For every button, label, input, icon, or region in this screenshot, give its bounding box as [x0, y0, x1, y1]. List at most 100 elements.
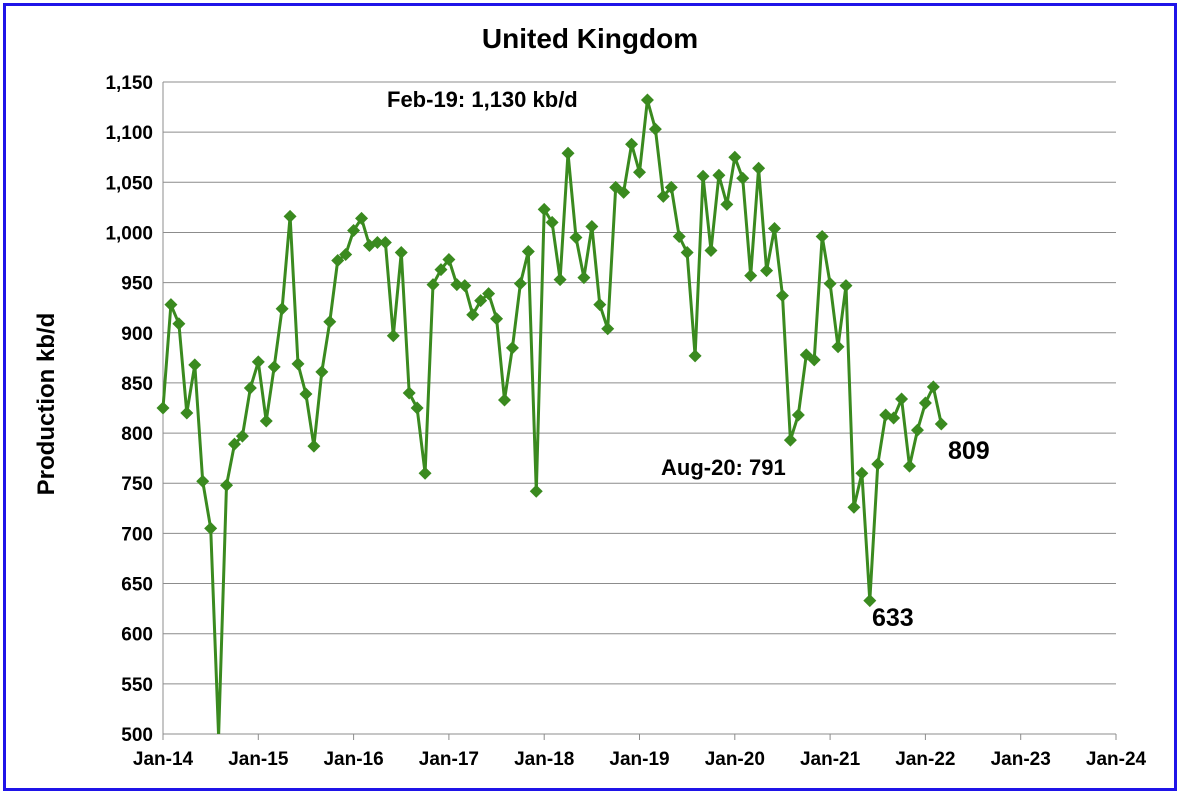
data-point — [275, 302, 289, 316]
grid-lines — [163, 81, 1116, 685]
data-point — [378, 235, 392, 249]
y-tick-label: 1,000 — [105, 223, 153, 244]
data-point — [831, 340, 845, 354]
data-point — [204, 521, 218, 535]
data-point — [323, 315, 337, 329]
data-point — [744, 269, 758, 283]
data-point — [537, 202, 551, 216]
data-point — [910, 423, 924, 437]
x-tick-label: Jan-21 — [800, 749, 861, 770]
y-tick-label: 550 — [121, 675, 153, 696]
data-point — [871, 457, 885, 471]
series-line — [161, 98, 943, 734]
data-point — [497, 393, 511, 407]
data-point — [569, 230, 583, 244]
data-point — [585, 219, 599, 233]
data-point — [728, 150, 742, 164]
data-point — [331, 254, 345, 268]
data-point — [768, 221, 782, 235]
y-tick-label: 500 — [121, 725, 153, 746]
x-tick-label: Jan-16 — [323, 749, 383, 770]
data-point — [736, 171, 750, 185]
x-tick-label: Jan-22 — [895, 749, 955, 770]
data-point — [243, 381, 257, 395]
data-point — [696, 169, 710, 183]
x-tick-label: Jan-17 — [419, 749, 479, 770]
x-tick-label: Jan-23 — [991, 749, 1051, 770]
data-point — [839, 279, 853, 293]
data-point — [315, 365, 329, 379]
data-point — [545, 215, 559, 229]
data-point — [895, 392, 909, 406]
data-point — [490, 312, 504, 326]
data-point — [386, 329, 400, 343]
data-point — [640, 93, 654, 107]
data-point — [180, 406, 194, 420]
data-point — [164, 298, 178, 312]
y-tick-label: 750 — [121, 474, 153, 495]
data-point — [235, 429, 249, 443]
y-tick-label: 600 — [121, 625, 153, 646]
axes: 500 550 600 650 700 750 800 850 900 950 1,000 1,050… — [105, 73, 1146, 770]
data-point — [196, 474, 210, 488]
data-point — [855, 466, 869, 480]
data-point — [291, 357, 305, 371]
data-point — [355, 211, 369, 225]
data-point — [934, 417, 948, 431]
data-point — [704, 244, 718, 258]
data-point — [267, 360, 281, 374]
data-point — [783, 433, 797, 447]
y-tick-label: 900 — [121, 324, 153, 345]
data-point — [529, 484, 543, 498]
annotation-latest: 809 — [948, 437, 990, 465]
y-tick-label: 800 — [121, 424, 153, 445]
y-axis-label: Production kb/d — [33, 313, 60, 496]
data-point — [156, 401, 170, 415]
data-point — [307, 439, 321, 453]
data-point — [863, 594, 877, 608]
data-point — [227, 437, 241, 451]
chart-frame — [3, 3, 1177, 791]
data-point — [807, 353, 821, 367]
data-point — [561, 146, 575, 160]
data-point — [505, 341, 519, 355]
data-point — [410, 401, 424, 415]
y-tick-label: 850 — [121, 374, 153, 395]
data-point — [442, 253, 456, 267]
data-point — [664, 180, 678, 194]
data-point — [672, 229, 686, 243]
data-point — [466, 308, 480, 322]
x-tick-label: Jan-20 — [705, 749, 765, 770]
data-point — [188, 358, 202, 372]
data-point — [712, 168, 726, 182]
data-point — [720, 197, 734, 211]
data-point — [450, 278, 464, 292]
data-point — [370, 235, 384, 249]
data-point — [680, 246, 694, 260]
data-point — [220, 478, 234, 492]
y-tick-label: 950 — [121, 274, 153, 295]
data-point — [458, 279, 472, 293]
annotation-aug20: Aug-20: 791 — [661, 455, 786, 480]
x-tick-label: Jan-18 — [514, 749, 574, 770]
data-point — [887, 411, 901, 425]
y-tick-label: 650 — [121, 575, 153, 596]
annotation-peak: Feb-19: 1,130 kb/d — [387, 87, 578, 112]
data-point — [775, 289, 789, 303]
y-tick-label: 1,100 — [105, 123, 153, 144]
data-point — [847, 500, 861, 514]
data-point — [791, 408, 805, 422]
data-point — [648, 122, 662, 136]
data-point — [474, 294, 488, 308]
data-point — [577, 271, 591, 285]
data-point — [283, 209, 297, 223]
data-point — [601, 322, 615, 336]
data-point — [513, 277, 527, 291]
data-point — [918, 396, 932, 410]
series — [156, 93, 948, 734]
data-point — [434, 263, 448, 277]
x-tick-label: Jan-19 — [609, 749, 669, 770]
data-point — [251, 355, 265, 369]
data-point — [760, 264, 774, 278]
